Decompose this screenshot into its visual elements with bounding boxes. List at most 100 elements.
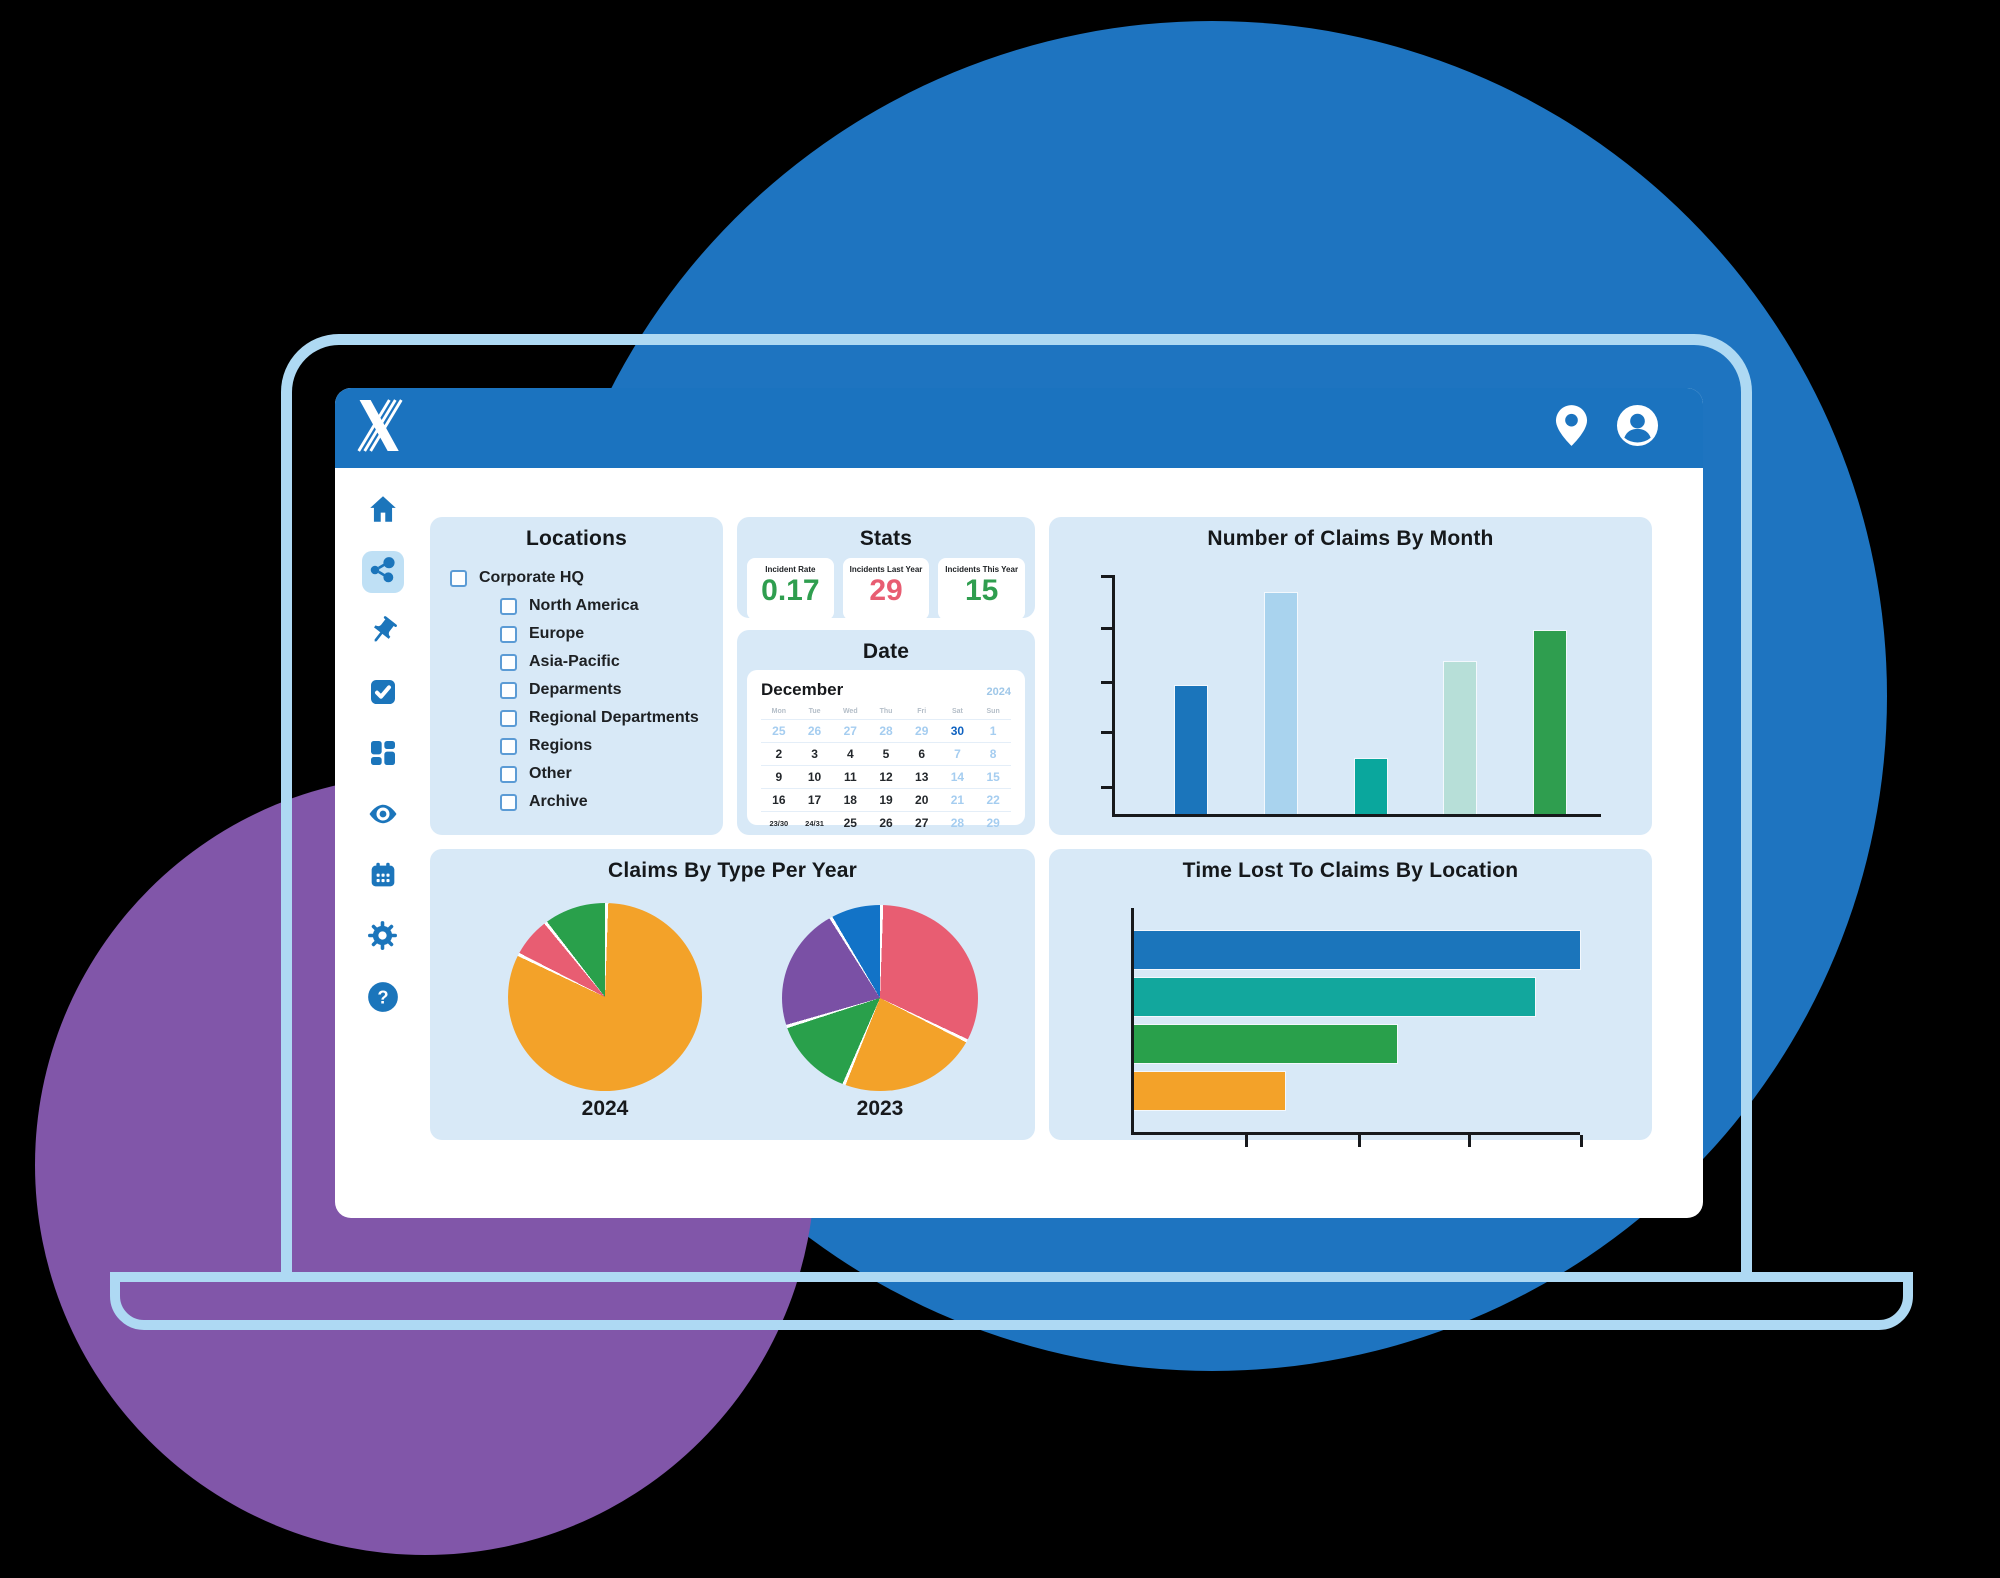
sidebar-item-view[interactable] xyxy=(362,795,404,837)
calendar-date[interactable]: 9 xyxy=(761,765,797,788)
calendar-date[interactable]: 8 xyxy=(975,742,1011,765)
sidebar-item-share[interactable] xyxy=(361,551,404,593)
calendar-date[interactable]: 29 xyxy=(975,811,1011,834)
checkbox[interactable] xyxy=(450,569,467,587)
checkbox[interactable] xyxy=(500,625,517,643)
claims-month-bar xyxy=(1354,758,1388,814)
tree-item-regions[interactable]: Regions xyxy=(430,732,723,760)
home-icon xyxy=(366,492,400,531)
checkbox[interactable] xyxy=(500,793,517,811)
calendar-year[interactable]: 2024 xyxy=(986,686,1011,698)
calendar-date[interactable]: 28 xyxy=(939,811,976,834)
tree-item-deparments[interactable]: Deparments xyxy=(430,676,723,704)
stat-label: Incidents Last Year xyxy=(849,565,923,574)
checkbox[interactable] xyxy=(500,597,517,615)
locations-panel: Locations Corporate HQ North America Eur… xyxy=(430,517,723,835)
calendar-date[interactable]: 28 xyxy=(868,719,904,742)
calendar-date[interactable]: 26 xyxy=(868,811,904,834)
calendar-date[interactable]: 23/30 xyxy=(761,811,797,834)
calendar-date[interactable]: 10 xyxy=(796,765,833,788)
tree-item-label: Regional Departments xyxy=(529,709,699,726)
x-axis-tick xyxy=(1580,1135,1583,1147)
sidebar-item-pin[interactable] xyxy=(362,612,404,654)
location-pin-icon[interactable] xyxy=(1555,404,1588,452)
tree-item-other[interactable]: Other xyxy=(430,760,723,788)
calendar-date[interactable]: 21 xyxy=(939,788,976,811)
calendar-date[interactable]: 29 xyxy=(903,719,940,742)
laptop-base xyxy=(110,1272,1913,1330)
sidebar-item-calendar[interactable] xyxy=(362,856,404,898)
tree-item-asia-pacific[interactable]: Asia-Pacific xyxy=(430,648,723,676)
calendar-date[interactable]: 22 xyxy=(975,788,1011,811)
stats-cards: Incident Rate 0.17 Incidents Last Year 2… xyxy=(737,551,1035,620)
tree-item-label: Regions xyxy=(529,737,593,754)
calendar-date[interactable]: 15 xyxy=(975,765,1011,788)
calendar-date[interactable]: 24/31 xyxy=(796,811,833,834)
calendar-day-header: Sat xyxy=(951,708,963,715)
calendar-date[interactable]: 30 xyxy=(939,719,976,742)
y-axis-tick xyxy=(1101,575,1113,578)
tree-item-regional-departments[interactable]: Regional Departments xyxy=(430,704,723,732)
tree-item-label: Other xyxy=(529,765,572,782)
checkbox-check-icon xyxy=(367,676,399,713)
calendar-date[interactable]: 12 xyxy=(868,765,904,788)
calendar-date[interactable]: 3 xyxy=(796,742,833,765)
calendar-day-header: Wed xyxy=(842,708,858,715)
calendar-date[interactable]: 5 xyxy=(868,742,904,765)
calendar-date[interactable]: 25 xyxy=(761,719,797,742)
sidebar-item-help[interactable]: ? xyxy=(362,978,404,1020)
tree-item-label: Deparments xyxy=(529,681,622,698)
app-logo-x-icon xyxy=(357,398,403,458)
pie-chart-2024 xyxy=(508,903,702,1091)
stat-value: 15 xyxy=(964,574,999,607)
stat-label: Incident Rate xyxy=(765,565,816,574)
tree-item-north-america[interactable]: North America xyxy=(430,592,723,620)
stat-card-incident-rate: Incident Rate 0.17 xyxy=(747,558,834,620)
checkbox[interactable] xyxy=(500,709,517,727)
x-axis-tick xyxy=(1358,1135,1361,1147)
calendar-date[interactable]: 14 xyxy=(939,765,976,788)
locations-tree: Corporate HQ North America Europe Asia-P… xyxy=(430,564,723,816)
calendar-date[interactable]: 25 xyxy=(832,811,869,834)
date-panel: Date December 2024 Mon Tue Wed Thu Fri Sat Sun… xyxy=(737,630,1035,835)
checkbox[interactable] xyxy=(500,653,517,671)
calendar-day-header: Mon xyxy=(771,708,787,715)
tree-item-archive[interactable]: Archive xyxy=(430,788,723,816)
calendar-card: December 2024 Mon Tue Wed Thu Fri Sat Sun 25 26 2… xyxy=(747,670,1025,830)
tree-item-europe[interactable]: Europe xyxy=(430,620,723,648)
sidebar-item-dashboard[interactable] xyxy=(362,734,404,776)
calendar-date[interactable]: 13 xyxy=(903,765,940,788)
calendar-date[interactable]: 4 xyxy=(832,742,869,765)
y-axis-tick xyxy=(1101,786,1113,789)
checkbox[interactable] xyxy=(500,681,517,699)
pie-label-2024: 2024 xyxy=(581,1097,629,1120)
calendar-date[interactable]: 27 xyxy=(903,811,940,834)
calendar-date[interactable]: 11 xyxy=(832,765,869,788)
x-axis-tick xyxy=(1245,1135,1248,1147)
calendar-day-header: Fri xyxy=(917,708,927,715)
tree-item-corporate-hq[interactable]: Corporate HQ xyxy=(430,564,723,592)
sidebar-item-tasks[interactable] xyxy=(362,673,404,715)
calendar-date[interactable]: 19 xyxy=(868,788,904,811)
checkbox[interactable] xyxy=(500,765,517,783)
calendar-date[interactable]: 27 xyxy=(832,719,869,742)
sidebar-item-settings[interactable] xyxy=(362,917,404,959)
claims-month-bar xyxy=(1443,661,1477,814)
tree-item-label: Corporate HQ xyxy=(479,569,584,586)
claims-by-type-panel: Claims By Type Per Year 2024 2023 xyxy=(430,849,1035,1140)
calendar-date[interactable]: 2 xyxy=(761,742,797,765)
calendar-date[interactable]: 6 xyxy=(903,742,940,765)
eye-icon xyxy=(366,797,400,836)
calendar-date[interactable]: 1 xyxy=(975,719,1011,742)
sidebar-item-home[interactable] xyxy=(362,490,404,532)
calendar-date[interactable]: 17 xyxy=(796,788,833,811)
time-lost-bar xyxy=(1134,1071,1286,1111)
y-axis-tick xyxy=(1101,681,1113,684)
account-icon[interactable] xyxy=(1616,404,1659,452)
calendar-date[interactable]: 18 xyxy=(832,788,869,811)
calendar-date[interactable]: 20 xyxy=(903,788,940,811)
checkbox[interactable] xyxy=(500,737,517,755)
calendar-date[interactable]: 16 xyxy=(761,788,797,811)
calendar-date[interactable]: 26 xyxy=(796,719,833,742)
calendar-date[interactable]: 7 xyxy=(939,742,976,765)
